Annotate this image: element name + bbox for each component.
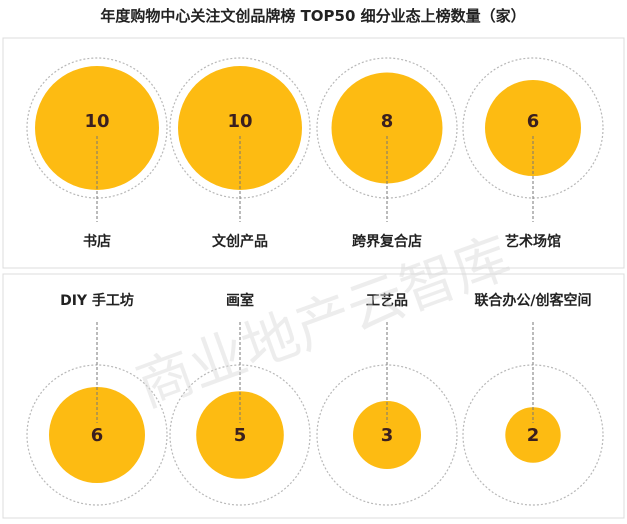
watermark: 商业地产云智库	[128, 225, 519, 420]
bubbles: 10 书店 10 文创产品 8 跨界复合店 6 艺术场馆 6 DIY 手工坊 5 画室 3 工艺品 2 联合办…	[26, 57, 604, 506]
category-label: 书店	[83, 233, 111, 250]
data-label: 10	[227, 111, 252, 132]
category-label: 工艺品	[366, 292, 408, 309]
bubble-group: 3 工艺品	[316, 292, 458, 506]
bubble-group: 6 艺术场馆	[462, 57, 604, 250]
bubble	[353, 401, 421, 469]
data-label: 6	[527, 111, 540, 132]
bottom-panel	[2, 273, 625, 519]
top-panel	[2, 37, 625, 269]
category-label: 联合办公/创客空间	[474, 292, 591, 309]
category-label: 文创产品	[212, 233, 268, 250]
bubble	[35, 66, 159, 190]
bubble-group: 10 文创产品	[169, 57, 311, 250]
category-label: 艺术场馆	[505, 233, 561, 250]
bubble	[49, 387, 145, 483]
bubble	[331, 72, 443, 184]
data-label: 5	[234, 425, 247, 446]
row-dividers	[2, 37, 625, 519]
bubble-group: 2 联合办公/创客空间	[462, 292, 604, 506]
data-label: 10	[84, 111, 109, 132]
category-label: 跨界复合店	[352, 233, 422, 250]
category-label: DIY 手工坊	[60, 292, 134, 309]
bubble	[196, 391, 284, 479]
bubble	[505, 407, 561, 463]
bubble-group: 8 跨界复合店	[316, 57, 458, 250]
chart-title: 年度购物中心关注文创品牌榜 TOP50 细分业态上榜数量（家）	[100, 7, 525, 25]
data-label: 8	[381, 111, 394, 132]
bubble	[178, 66, 302, 190]
data-label: 6	[91, 425, 104, 446]
bubble-group: 10 书店	[26, 57, 168, 250]
bubble-group: 5 画室	[169, 292, 311, 506]
bubble-group: 6 DIY 手工坊	[26, 292, 168, 506]
bubble	[485, 80, 581, 176]
data-label: 2	[527, 425, 540, 446]
data-label: 3	[381, 425, 394, 446]
category-label: 画室	[226, 292, 254, 309]
